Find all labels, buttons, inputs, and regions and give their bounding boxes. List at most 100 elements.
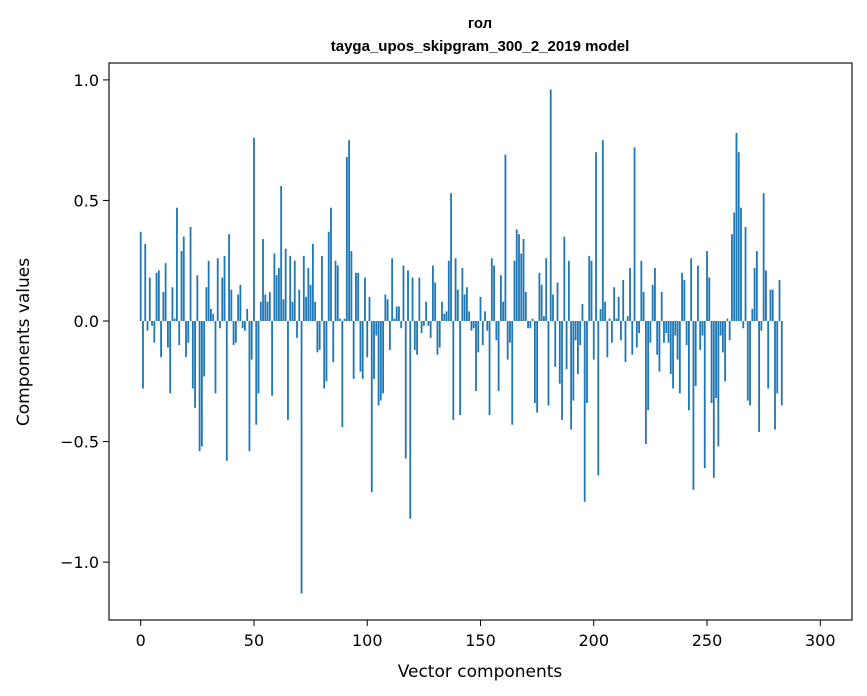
bar xyxy=(287,321,289,420)
bar xyxy=(268,292,271,322)
bar xyxy=(678,321,681,394)
bar xyxy=(375,321,378,336)
bar xyxy=(223,255,226,321)
bar xyxy=(731,234,733,322)
bar xyxy=(355,272,357,322)
bar xyxy=(262,239,264,321)
x-tick-label: 250 xyxy=(692,631,723,650)
bar xyxy=(441,301,443,321)
bar xyxy=(638,321,640,334)
bar xyxy=(194,321,196,408)
bar xyxy=(429,321,432,338)
bar xyxy=(647,321,650,411)
bar xyxy=(189,226,192,322)
bar xyxy=(422,321,425,326)
y-tick-label: 1.0 xyxy=(74,71,99,90)
bar xyxy=(588,255,591,321)
bar xyxy=(676,321,679,360)
bar xyxy=(207,260,210,321)
bar xyxy=(674,321,677,336)
bar xyxy=(740,207,742,322)
bar xyxy=(146,321,149,331)
bar xyxy=(293,260,296,321)
bar xyxy=(570,321,573,430)
bar xyxy=(601,140,604,321)
bar xyxy=(590,260,593,321)
bar xyxy=(277,267,280,322)
bar xyxy=(257,321,260,394)
bar xyxy=(318,321,321,350)
bar xyxy=(715,321,717,399)
bar xyxy=(416,321,418,355)
chart-subtitle: tayga_upos_skipgram_300_2_2019 model xyxy=(331,38,630,55)
bar xyxy=(379,321,382,401)
bar xyxy=(368,296,371,321)
bar xyxy=(289,255,292,321)
bar xyxy=(536,321,539,413)
bar xyxy=(180,251,183,322)
bar xyxy=(654,267,656,322)
bar xyxy=(182,236,185,321)
bar xyxy=(493,265,495,322)
bar xyxy=(296,321,298,338)
bar xyxy=(230,289,233,322)
bar xyxy=(697,265,699,322)
bar xyxy=(595,152,597,322)
bar xyxy=(187,321,190,343)
bar xyxy=(391,258,394,321)
bar xyxy=(572,321,575,401)
bar xyxy=(456,289,459,322)
y-tick-label: −0.5 xyxy=(60,433,99,452)
bar xyxy=(470,321,473,331)
bar xyxy=(629,267,631,322)
bar xyxy=(348,140,351,321)
bar xyxy=(511,321,514,425)
bar xyxy=(631,321,634,355)
bar xyxy=(769,289,772,322)
bar xyxy=(733,212,736,322)
bar xyxy=(531,318,534,321)
bar xyxy=(488,321,491,416)
bar xyxy=(490,258,493,321)
bar xyxy=(420,321,423,334)
bar xyxy=(384,294,387,321)
bar xyxy=(400,321,403,329)
bar xyxy=(656,321,659,355)
bar xyxy=(515,229,518,322)
bar xyxy=(524,292,527,322)
bar xyxy=(398,306,400,322)
bar xyxy=(577,321,579,375)
bar xyxy=(565,321,568,370)
bar xyxy=(486,321,489,331)
bar xyxy=(232,321,235,346)
bar xyxy=(219,321,221,329)
bar xyxy=(210,308,212,322)
bar xyxy=(771,289,774,322)
bar xyxy=(407,270,409,322)
bar xyxy=(214,321,217,394)
bar xyxy=(173,318,176,321)
bar xyxy=(710,321,713,403)
bar xyxy=(597,321,600,476)
bar xyxy=(454,258,457,321)
bar xyxy=(305,296,307,321)
bar xyxy=(688,321,690,411)
bar xyxy=(234,321,237,343)
bar xyxy=(413,321,416,350)
bar xyxy=(760,321,763,331)
bar xyxy=(744,226,747,322)
bar xyxy=(332,321,335,362)
bar xyxy=(216,258,219,321)
bar xyxy=(499,275,502,321)
bar xyxy=(622,280,625,321)
bar xyxy=(667,321,670,343)
bar xyxy=(468,311,471,322)
bar xyxy=(651,284,654,322)
bar xyxy=(479,296,482,321)
bar xyxy=(314,301,317,321)
bar xyxy=(425,301,428,321)
x-tick-label: 100 xyxy=(352,631,383,650)
bar xyxy=(377,321,380,406)
bar xyxy=(658,321,661,372)
bar xyxy=(545,258,548,321)
